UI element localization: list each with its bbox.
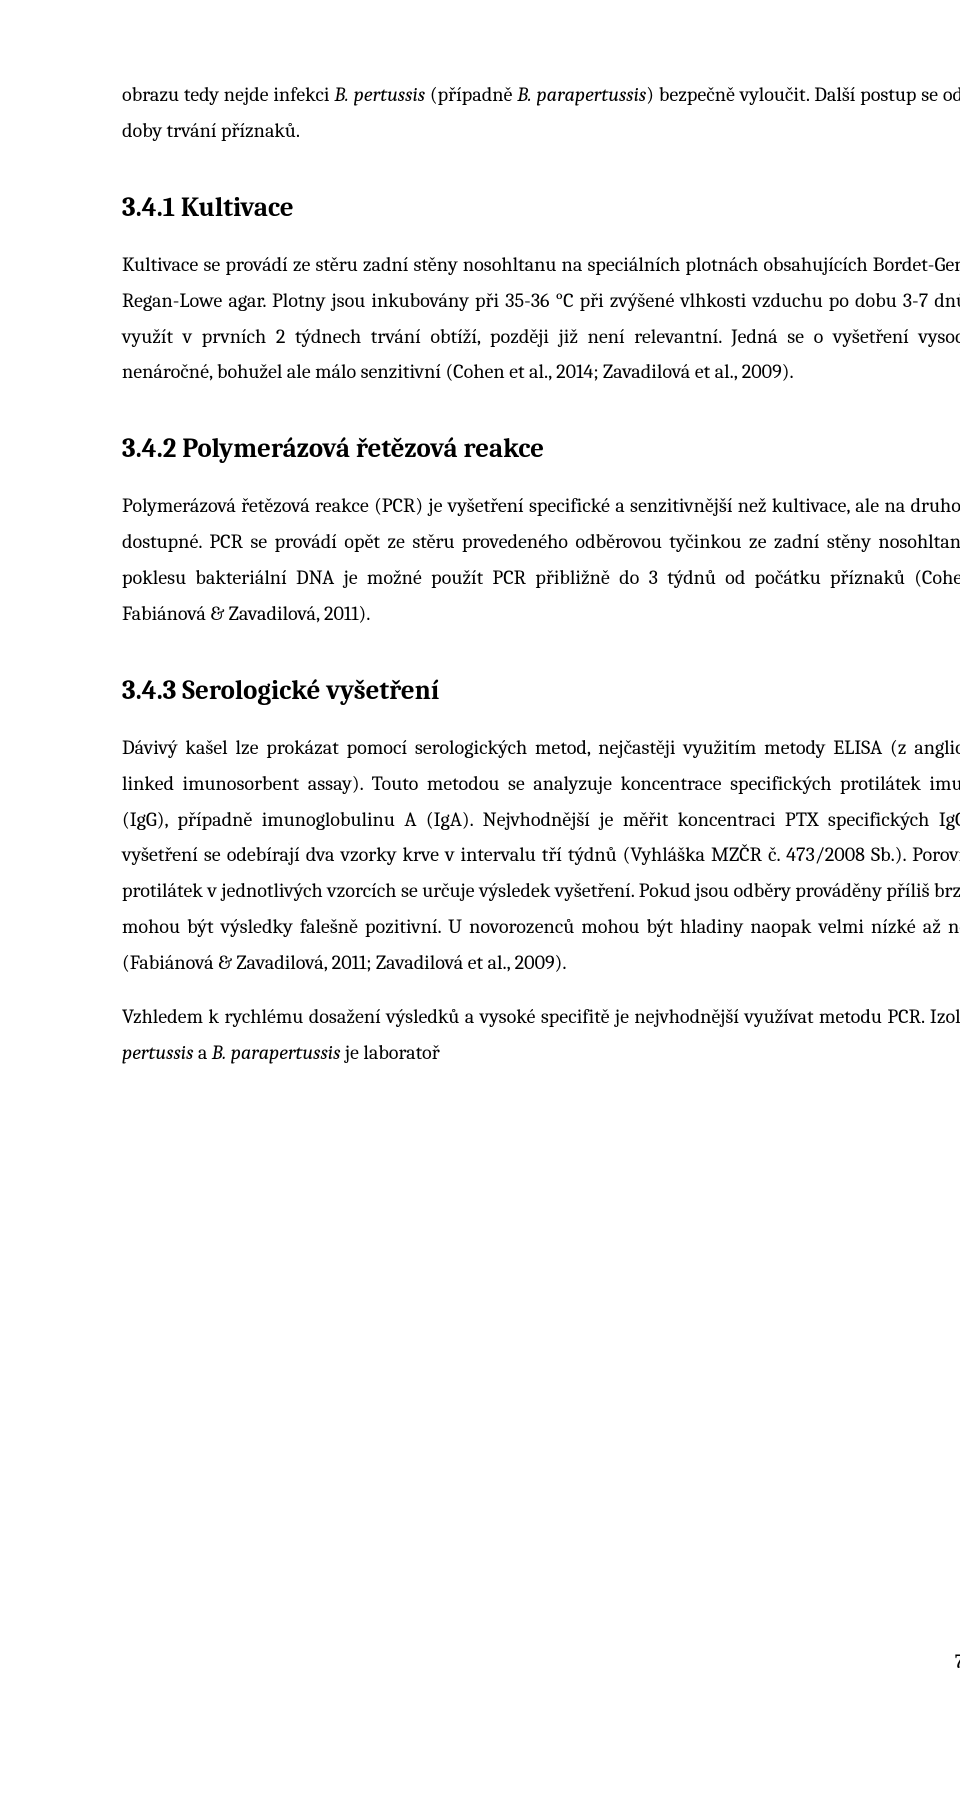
species-bparapertussis-2: B. parapertussis <box>212 1042 341 1065</box>
para-serologie: Dávivý kašel lze prokázat pomocí serolog… <box>122 731 960 983</box>
p0-text-a: obrazu tedy nejde infekci <box>122 84 334 107</box>
page-number: 7 <box>955 1644 960 1680</box>
para-kultivace: Kultivace se provádí ze stěru zadní stěn… <box>122 248 960 392</box>
p4-text-b: a <box>193 1042 211 1065</box>
intro-paragraph-cont: obrazu tedy nejde infekci B. pertussis (… <box>122 78 960 150</box>
para-closing: Vzhledem k rychlému dosažení výsledků a … <box>122 1000 960 1072</box>
p4-text-c: je laboratoř <box>340 1042 439 1065</box>
p0-text-b: (případně <box>425 84 517 107</box>
heading-342-pcr: 3.4.2 Polymerázová řetězová reakce <box>122 425 960 473</box>
para-pcr: Polymerázová řetězová reakce (PCR) je vy… <box>122 489 960 633</box>
heading-343-serologie: 3.4.3 Serologické vyšetření <box>122 667 960 715</box>
p4-text-a: Vzhledem k rychlému dosažení výsledků a … <box>122 1006 960 1029</box>
heading-341-kultivace: 3.4.1 Kultivace <box>122 184 960 232</box>
species-bpertussis: B. pertussis <box>334 84 425 107</box>
species-bparapertussis: B. parapertussis <box>517 84 646 107</box>
